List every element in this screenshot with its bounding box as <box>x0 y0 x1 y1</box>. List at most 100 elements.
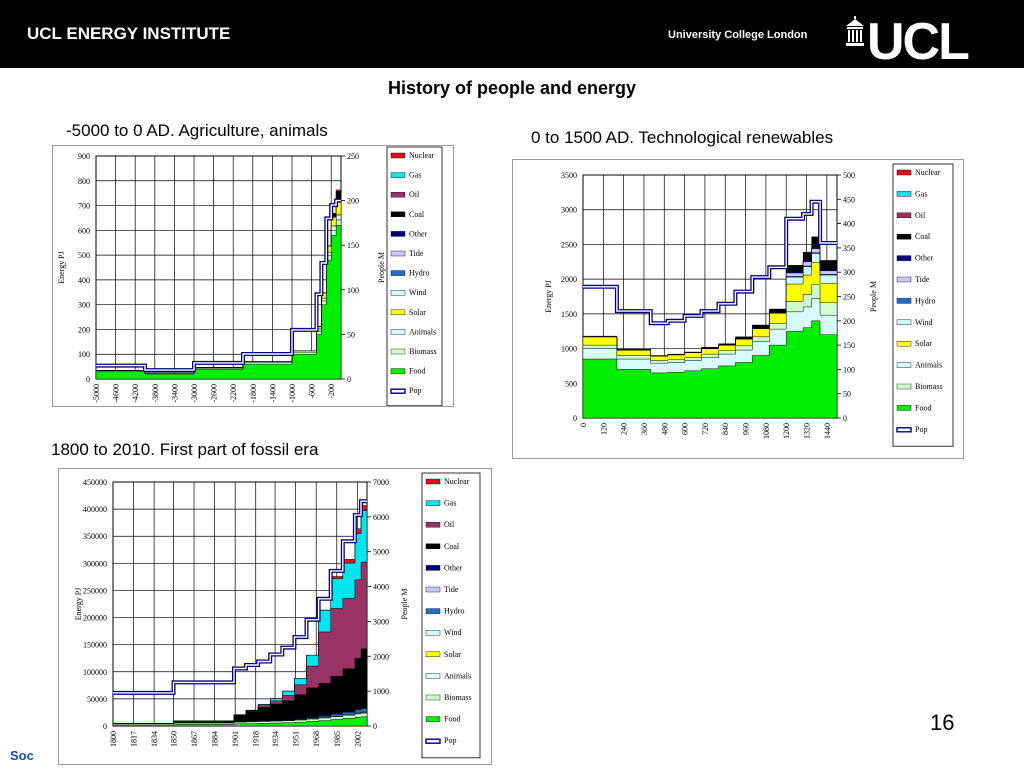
chart1-legend-box <box>386 146 443 406</box>
chart3-legend-swatch-biomass <box>425 694 441 701</box>
chart3-stack-group <box>112 505 368 727</box>
chart1-legend-label-oil: Oil <box>409 190 420 199</box>
chart2-legend-label-biomass: Biomass <box>915 382 943 391</box>
chart2-legend-swatch-tide <box>896 276 912 283</box>
ucl-logo: UCL <box>846 16 971 60</box>
chart2-legend-box <box>892 163 954 447</box>
chart3-area-nuclear <box>113 505 368 724</box>
chart2-legend-label-other: Other <box>915 254 934 263</box>
chart1-legend-swatch-food <box>390 368 406 374</box>
chart3-legend-label-gas: Gas <box>444 499 456 508</box>
chart1-xtick-label: -3400 <box>170 384 179 403</box>
chart2-y2tick-label: 450 <box>843 195 855 204</box>
chart1-legend-label-other: Other <box>409 229 428 238</box>
chart3-legend-swatch-wind <box>425 629 441 636</box>
chart2-legend-swatch-oil <box>896 212 912 218</box>
chart1-xtick-label: -2200 <box>229 384 238 403</box>
chart3-panel: 0 50000 100000 150000 200000 250000 300000 3500… <box>58 468 492 765</box>
chart2-ytick-label: 0 <box>573 414 577 423</box>
logo-text: UCL <box>867 16 969 60</box>
chart3-xtick-label: 1968 <box>312 731 321 747</box>
chart2-legend-swatch-coal <box>896 233 912 240</box>
chart3-legend-swatch-hydro <box>425 608 441 614</box>
chart3-svg: 0500001000001500002000002500003000003500… <box>74 472 481 759</box>
chart3-xtick-label: 1817 <box>130 731 139 747</box>
chart2-legend-swatch-pop <box>896 427 912 433</box>
chart1-legend-swatch-nuclear <box>390 152 406 159</box>
portico-icon <box>846 16 864 46</box>
chart1-xtick-label: -4600 <box>112 384 121 403</box>
chart2-xtick-label: 840 <box>721 423 730 435</box>
chart3-legend-label-coal: Coal <box>444 542 460 551</box>
chart1-xtick-label: -200 <box>327 384 336 399</box>
chart2-ytick-label: 1500 <box>561 310 577 319</box>
chart1-y2tick-label: 50 <box>347 330 355 339</box>
university-name: University College London <box>668 29 808 41</box>
chart3-legend-swatch-pop <box>425 738 441 744</box>
chart1-legend-label-biomass: Biomass <box>409 347 437 356</box>
chart3-ytick-label: 150000 <box>83 641 107 650</box>
footer-text: Soc <box>10 748 34 763</box>
chart3-legend-label-food: Food <box>444 715 460 724</box>
chart1-ytick-label: 500 <box>78 251 90 260</box>
chart2-y2tick-label: 500 <box>843 171 855 180</box>
chart1-legend-swatch-oil <box>390 192 406 198</box>
chart2-ytick-label: 2000 <box>561 275 577 284</box>
chart2-stack-group <box>582 236 838 419</box>
chart3-ytick-label: 200000 <box>83 614 107 623</box>
chart3-legend-label-tide: Tide <box>444 585 459 594</box>
chart1-ytick-label: 0 <box>86 375 90 384</box>
chart2-xtick-label: 0 <box>579 423 588 427</box>
chart1-legend-label-pop: Pop <box>409 386 421 395</box>
chart1-y2label: People M <box>377 252 386 283</box>
chart3-subtitle: 1800 to 2010. First part of fossil era <box>51 440 319 459</box>
chart3-legend-swatch-food <box>425 716 441 722</box>
chart3-xtick-label: 1800 <box>109 731 118 747</box>
chart2-ytick-label: 3500 <box>561 171 577 180</box>
chart2-ytick-label: 1000 <box>561 345 577 354</box>
chart2-panel: 0 500 1000 1500 2000 2500 3000 3500 0 120 240 360 48… <box>512 159 964 459</box>
chart1-ytick-label: 100 <box>78 350 90 359</box>
chart1-xtick-label: -5000 <box>92 384 101 403</box>
chart1-legend-label-coal: Coal <box>409 210 425 219</box>
chart3-legend-swatch-other <box>425 565 441 571</box>
chart2-y2tick-label: 350 <box>843 244 855 253</box>
chart2-legend-swatch-food <box>896 405 912 411</box>
chart2-legend-swatch-solar <box>896 340 912 347</box>
chart2-legend-swatch-gas <box>896 191 912 197</box>
chart1-ytick-label: 900 <box>78 152 90 161</box>
chart1-legend-label-animals: Animals <box>409 327 436 336</box>
chart2-ytick-label: 500 <box>565 379 577 388</box>
chart2-xtick-label: 1080 <box>762 423 771 439</box>
chart2-y2tick-label: 50 <box>843 390 851 399</box>
chart2-legend-label-tide: Tide <box>915 275 930 284</box>
chart2-y2label: People M <box>869 281 878 312</box>
chart1-legend-swatch-solar <box>390 309 406 316</box>
chart3-y2tick-label: 0 <box>373 722 377 731</box>
chart3-xtick-label: 1834 <box>150 731 159 747</box>
chart2-xtick-label: 1200 <box>782 423 791 439</box>
chart2-legend-label-oil: Oil <box>915 211 926 220</box>
chart3-legend-label-hydro: Hydro <box>444 607 464 616</box>
chart2-pop-line-inner <box>583 201 837 324</box>
chart1-legend-swatch-wind <box>390 289 406 296</box>
chart1-legend-swatch-other <box>390 231 406 237</box>
chart2-y2tick-label: 200 <box>843 317 855 326</box>
chart2-xtick-label: 720 <box>701 423 710 435</box>
chart3-legend-label-solar: Solar <box>444 650 461 659</box>
chart2-legend-swatch-hydro <box>896 298 912 304</box>
chart1-xtick-label: -4200 <box>131 384 140 403</box>
chart3-legend-label-oil: Oil <box>444 520 455 529</box>
chart2-legend: Nuclear Gas Oil Coal Other Tide Hydro Wind Solar… <box>892 163 954 447</box>
chart3-legend-label-biomass: Biomass <box>444 693 472 702</box>
chart2-legend-label-hydro: Hydro <box>915 296 935 305</box>
chart1-ytick-label: 400 <box>78 276 90 285</box>
chart1-xtick-label: -1000 <box>288 384 297 403</box>
chart3-ytick-label: 400000 <box>83 505 107 514</box>
chart1-legend-label-food: Food <box>409 367 425 376</box>
chart1-xtick-label: -600 <box>308 384 317 399</box>
chart1-subtitle: -5000 to 0 AD. Agriculture, animals <box>66 121 328 140</box>
chart2-y2tick-label: 100 <box>843 365 855 374</box>
chart1-ytick-label: 300 <box>78 301 90 310</box>
